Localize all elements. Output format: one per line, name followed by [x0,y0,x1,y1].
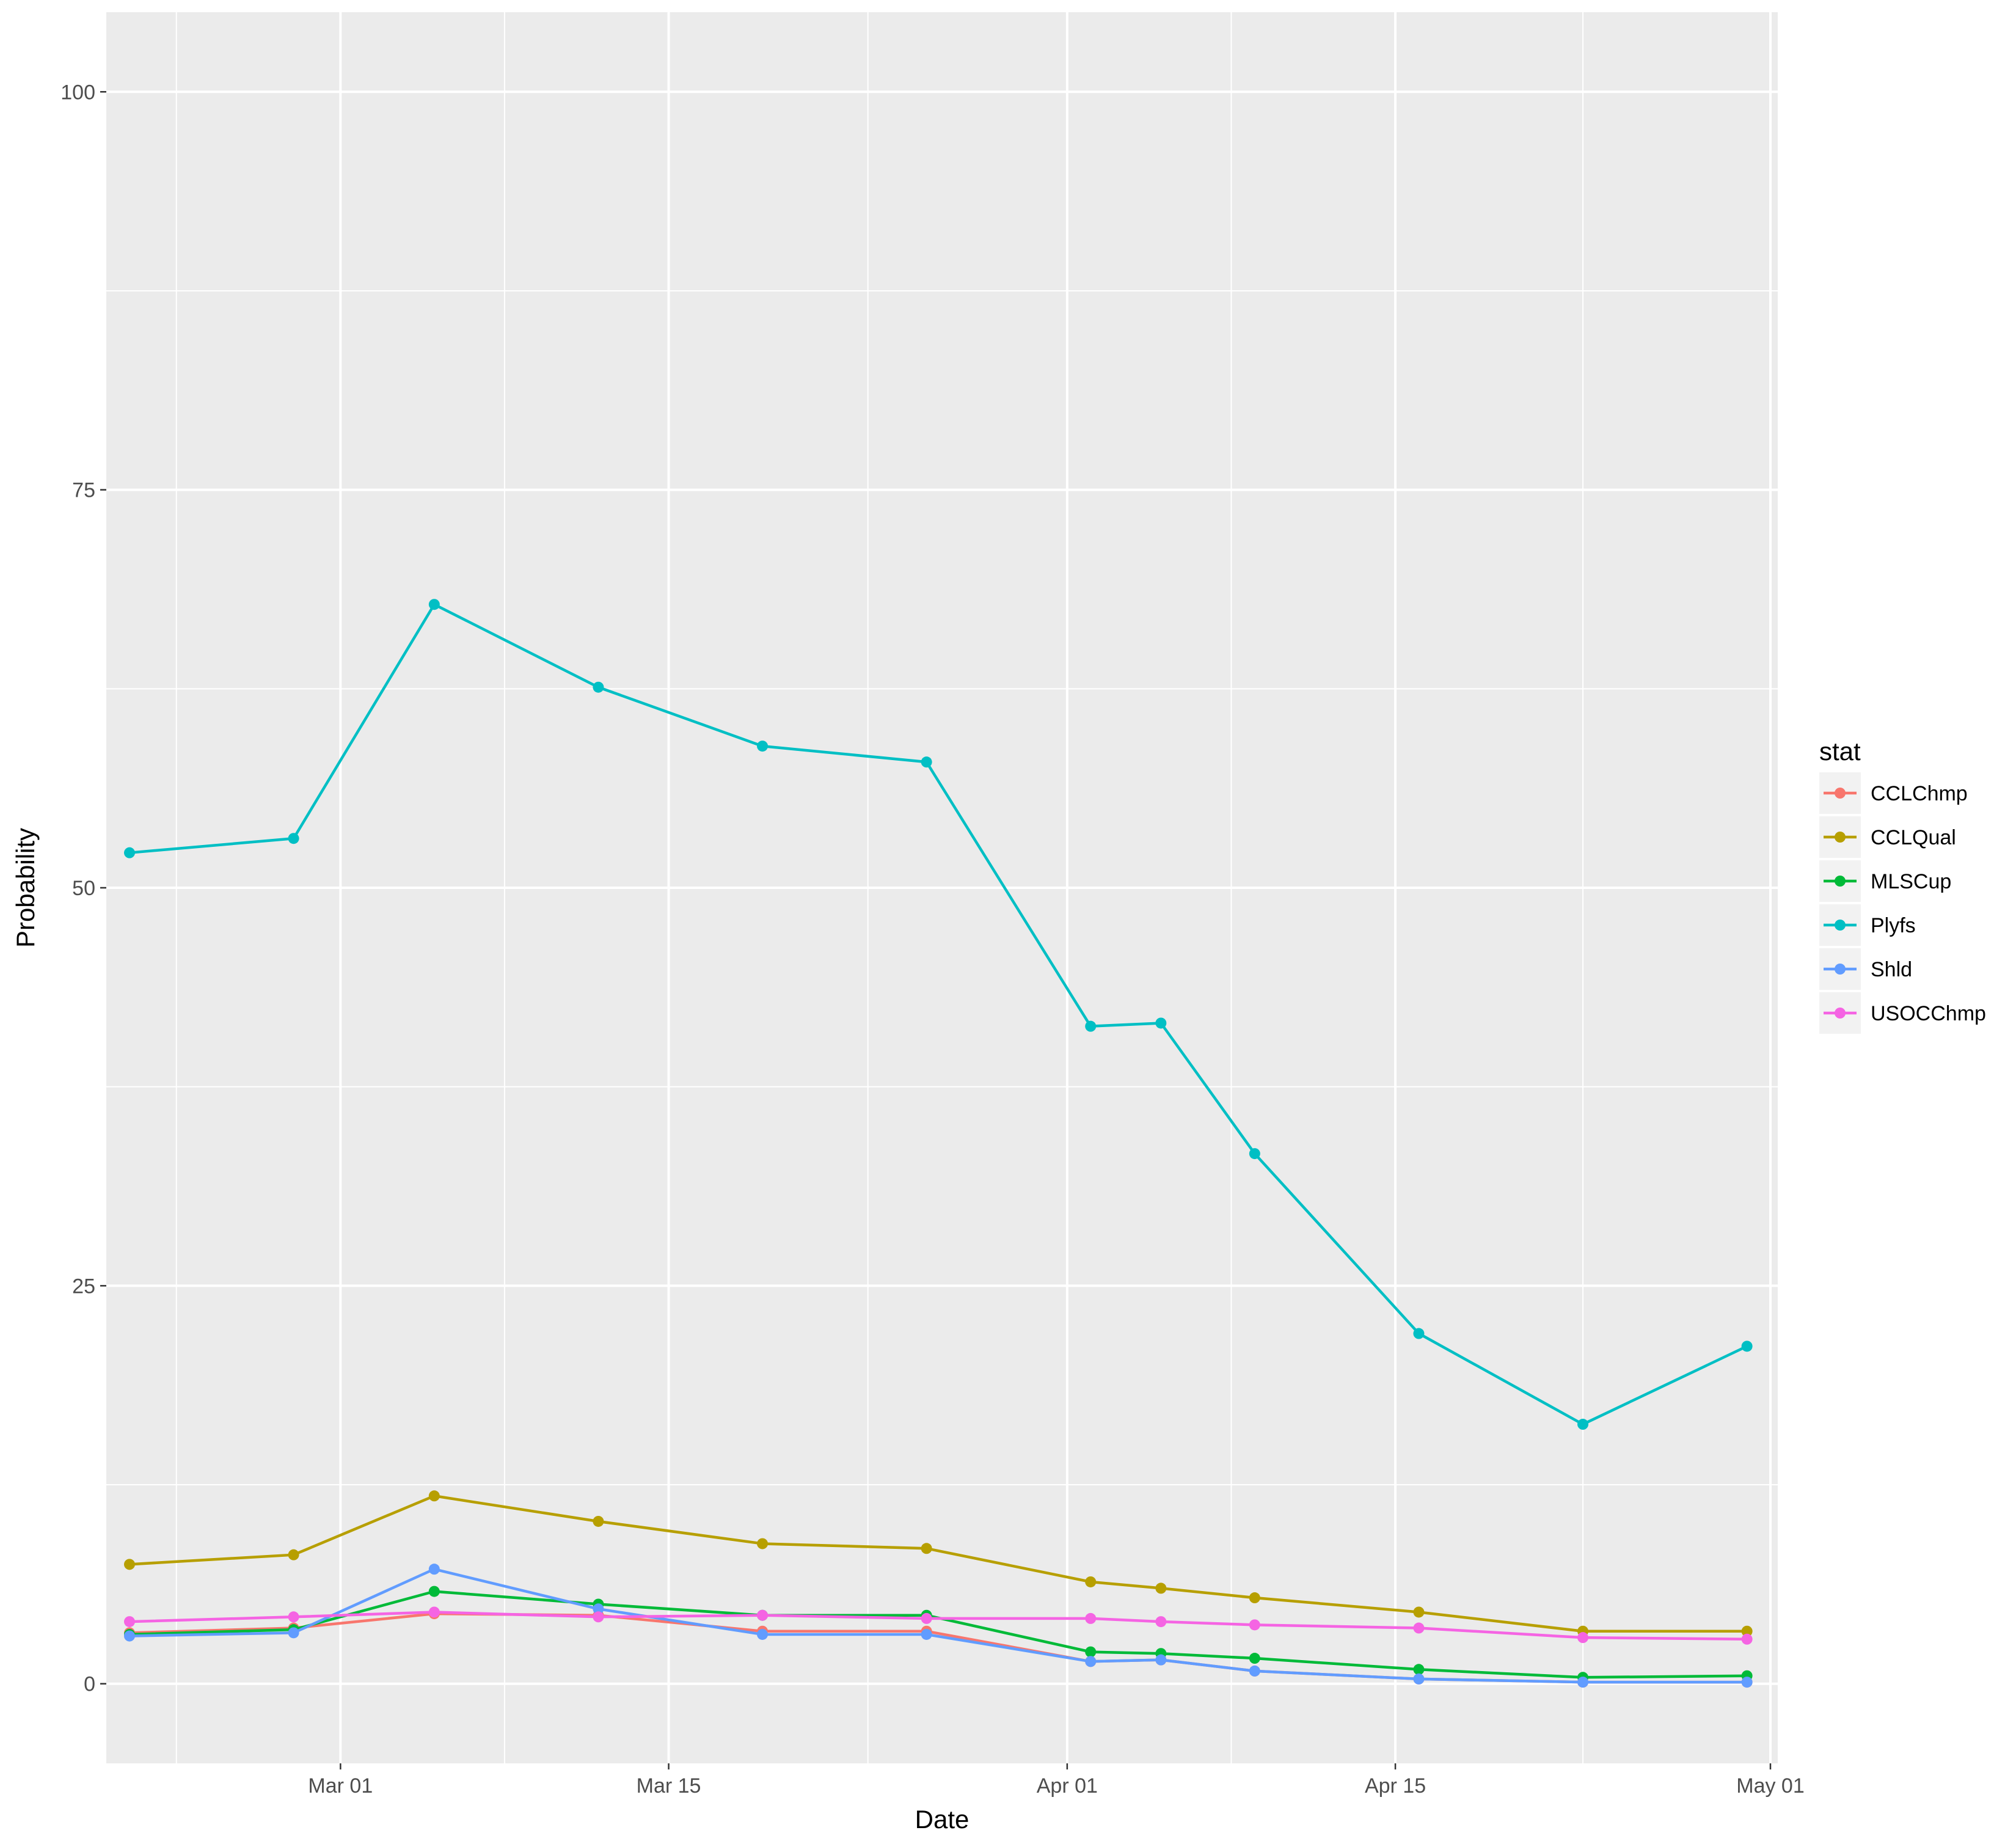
series-line-usocchmp [129,1611,1747,1641]
data-point-usocchmp [921,1612,932,1624]
data-point-usocchmp [1249,1619,1260,1631]
data-point-usocchmp [428,1606,440,1618]
data-point-cclqual [428,1490,440,1502]
series-line-cclqual [129,1495,1747,1633]
data-point-usocchmp [1155,1616,1167,1628]
legend-label-cclchmp: CCLChmp [1871,782,1968,805]
data-point-shld [757,1628,769,1640]
data-point-usocchmp [124,1616,135,1628]
data-point-cclqual [1741,1625,1753,1637]
legend: stat CCLChmp CCLQual MLSCup Plyfs Shld USOCCh… [1819,737,1986,1034]
data-point-mlscup [1413,1664,1425,1675]
data-point-cclqual [288,1549,299,1560]
data-point-cclqual [1085,1576,1097,1587]
data-point-plyfs [1577,1419,1589,1430]
data-point-shld [428,1564,440,1575]
data-point-usocchmp [757,1609,769,1621]
data-point-usocchmp [1741,1633,1753,1645]
data-point-mlscup [428,1586,440,1597]
data-point-cclqual [124,1559,135,1570]
x-tick-label: Apr 15 [1365,1774,1426,1798]
y-tick-label: 75 [72,479,95,502]
data-point-usocchmp [1413,1622,1425,1634]
legend-point-shld [1835,964,1846,975]
data-point-shld [1155,1654,1167,1666]
legend-point-plyfs [1835,920,1846,931]
x-tick-label: Apr 01 [1037,1774,1098,1798]
data-point-cclqual [757,1538,769,1549]
y-tick-label: 0 [84,1673,95,1696]
x-tick-label: Mar 15 [637,1774,701,1798]
legend-label-mlscup: MLSCup [1871,870,1951,893]
data-point-cclqual [1155,1582,1167,1594]
data-point-shld [1413,1673,1425,1685]
data-point-plyfs [124,847,135,858]
x-axis-title: Date [915,1805,970,1833]
data-point-cclqual [1413,1606,1425,1618]
data-point-plyfs [593,681,604,693]
data-point-shld [288,1627,299,1639]
data-point-shld [593,1603,604,1615]
data-point-cclqual [921,1543,932,1554]
data-point-shld [124,1630,135,1642]
y-axis: 0 25 50 75 100 [60,81,106,1696]
data-point-plyfs [1741,1341,1753,1352]
legend-label-usocchmp: USOCChmp [1871,1002,1986,1025]
legend-title: stat [1819,737,1861,766]
data-point-plyfs [288,833,299,844]
x-tick-label: Mar 01 [308,1774,373,1798]
x-tick-label: May 01 [1736,1774,1805,1798]
data-point-usocchmp [1085,1612,1097,1624]
major-gridlines [106,12,1778,1763]
data-point-usocchmp [1577,1632,1589,1644]
data-point-plyfs [1155,1017,1167,1029]
data-point-mlscup [1085,1646,1097,1658]
y-tick-label: 25 [72,1275,95,1298]
data-point-mlscup [1249,1653,1260,1664]
legend-point-cclchmp [1835,788,1846,799]
series-layer [124,599,1753,1688]
data-point-shld [1741,1677,1753,1688]
data-point-cclqual [1249,1592,1260,1604]
y-tick-label: 50 [72,877,95,900]
legend-label-cclqual: CCLQual [1871,826,1956,849]
data-point-shld [1577,1677,1589,1688]
series-line-shld [129,1567,1747,1684]
x-axis: Mar 01 Mar 15 Apr 01 Apr 15 May 01 [308,1763,1805,1798]
data-point-shld [1085,1656,1097,1667]
legend-point-cclqual [1835,832,1846,843]
data-point-usocchmp [288,1611,299,1623]
legend-label-shld: Shld [1871,958,1912,981]
series-line-plyfs [129,602,1748,1426]
legend-point-mlscup [1835,876,1846,887]
data-point-cclqual [593,1515,604,1527]
data-point-plyfs [757,741,769,752]
data-point-shld [1249,1665,1260,1677]
series-line-mlscup [129,1590,1747,1679]
data-point-usocchmp [593,1611,604,1623]
y-axis-title: Probability [11,828,40,948]
data-point-shld [921,1628,932,1640]
data-point-plyfs [1413,1328,1425,1339]
legend-point-usocchmp [1835,1008,1846,1019]
data-point-plyfs [1249,1148,1260,1160]
legend-label-plyfs: Plyfs [1871,914,1916,937]
data-point-plyfs [428,599,440,610]
data-point-plyfs [921,756,932,768]
data-point-plyfs [1085,1020,1097,1032]
y-tick-label: 100 [60,81,95,104]
